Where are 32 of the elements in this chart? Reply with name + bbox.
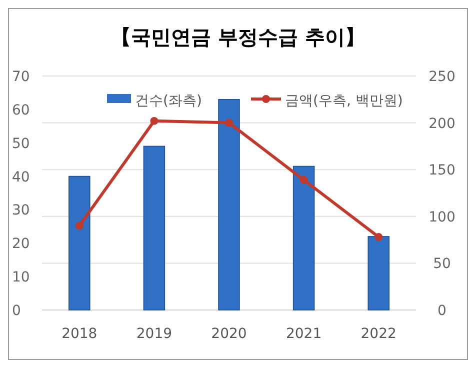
x-tick-label: 2021	[286, 326, 322, 342]
bar	[68, 176, 90, 310]
y2-tick-label: 0	[438, 303, 446, 319]
bar	[218, 99, 240, 310]
x-tick-label: 2018	[62, 326, 98, 342]
x-tick-label: 2019	[136, 326, 172, 342]
chart-title: 【국민연금 부정수급 추이】	[111, 25, 365, 49]
y2-tick-label: 150	[428, 162, 456, 179]
y-tick-label: 40	[12, 169, 30, 186]
x-tick-label: 2022	[360, 326, 396, 342]
y2-tick-label: 250	[428, 69, 456, 85]
y-tick-label: 30	[12, 202, 30, 219]
y-tick-label: 20	[12, 236, 30, 252]
point	[300, 176, 308, 184]
point	[225, 118, 233, 127]
y2-tick-label: 50	[433, 256, 451, 272]
x-tick-label: 2020	[211, 326, 247, 342]
legend-label: 건수(좌측)	[135, 93, 202, 109]
y-tick-label: 50	[12, 136, 30, 152]
bar	[292, 166, 315, 310]
bar	[143, 146, 166, 310]
point	[374, 233, 383, 241]
legend-label: 금액(우측, 백만원)	[285, 93, 403, 109]
y-tick-label: 70	[12, 69, 30, 85]
y2-tick-label: 200	[428, 116, 456, 132]
y-tick-label: 0	[12, 303, 21, 319]
y-tick-label: 10	[12, 270, 30, 286]
point	[75, 222, 84, 230]
y2-tick-label: 100	[428, 209, 456, 226]
y-tick-label: 60	[12, 102, 30, 118]
point	[150, 116, 158, 125]
bar	[368, 236, 390, 310]
